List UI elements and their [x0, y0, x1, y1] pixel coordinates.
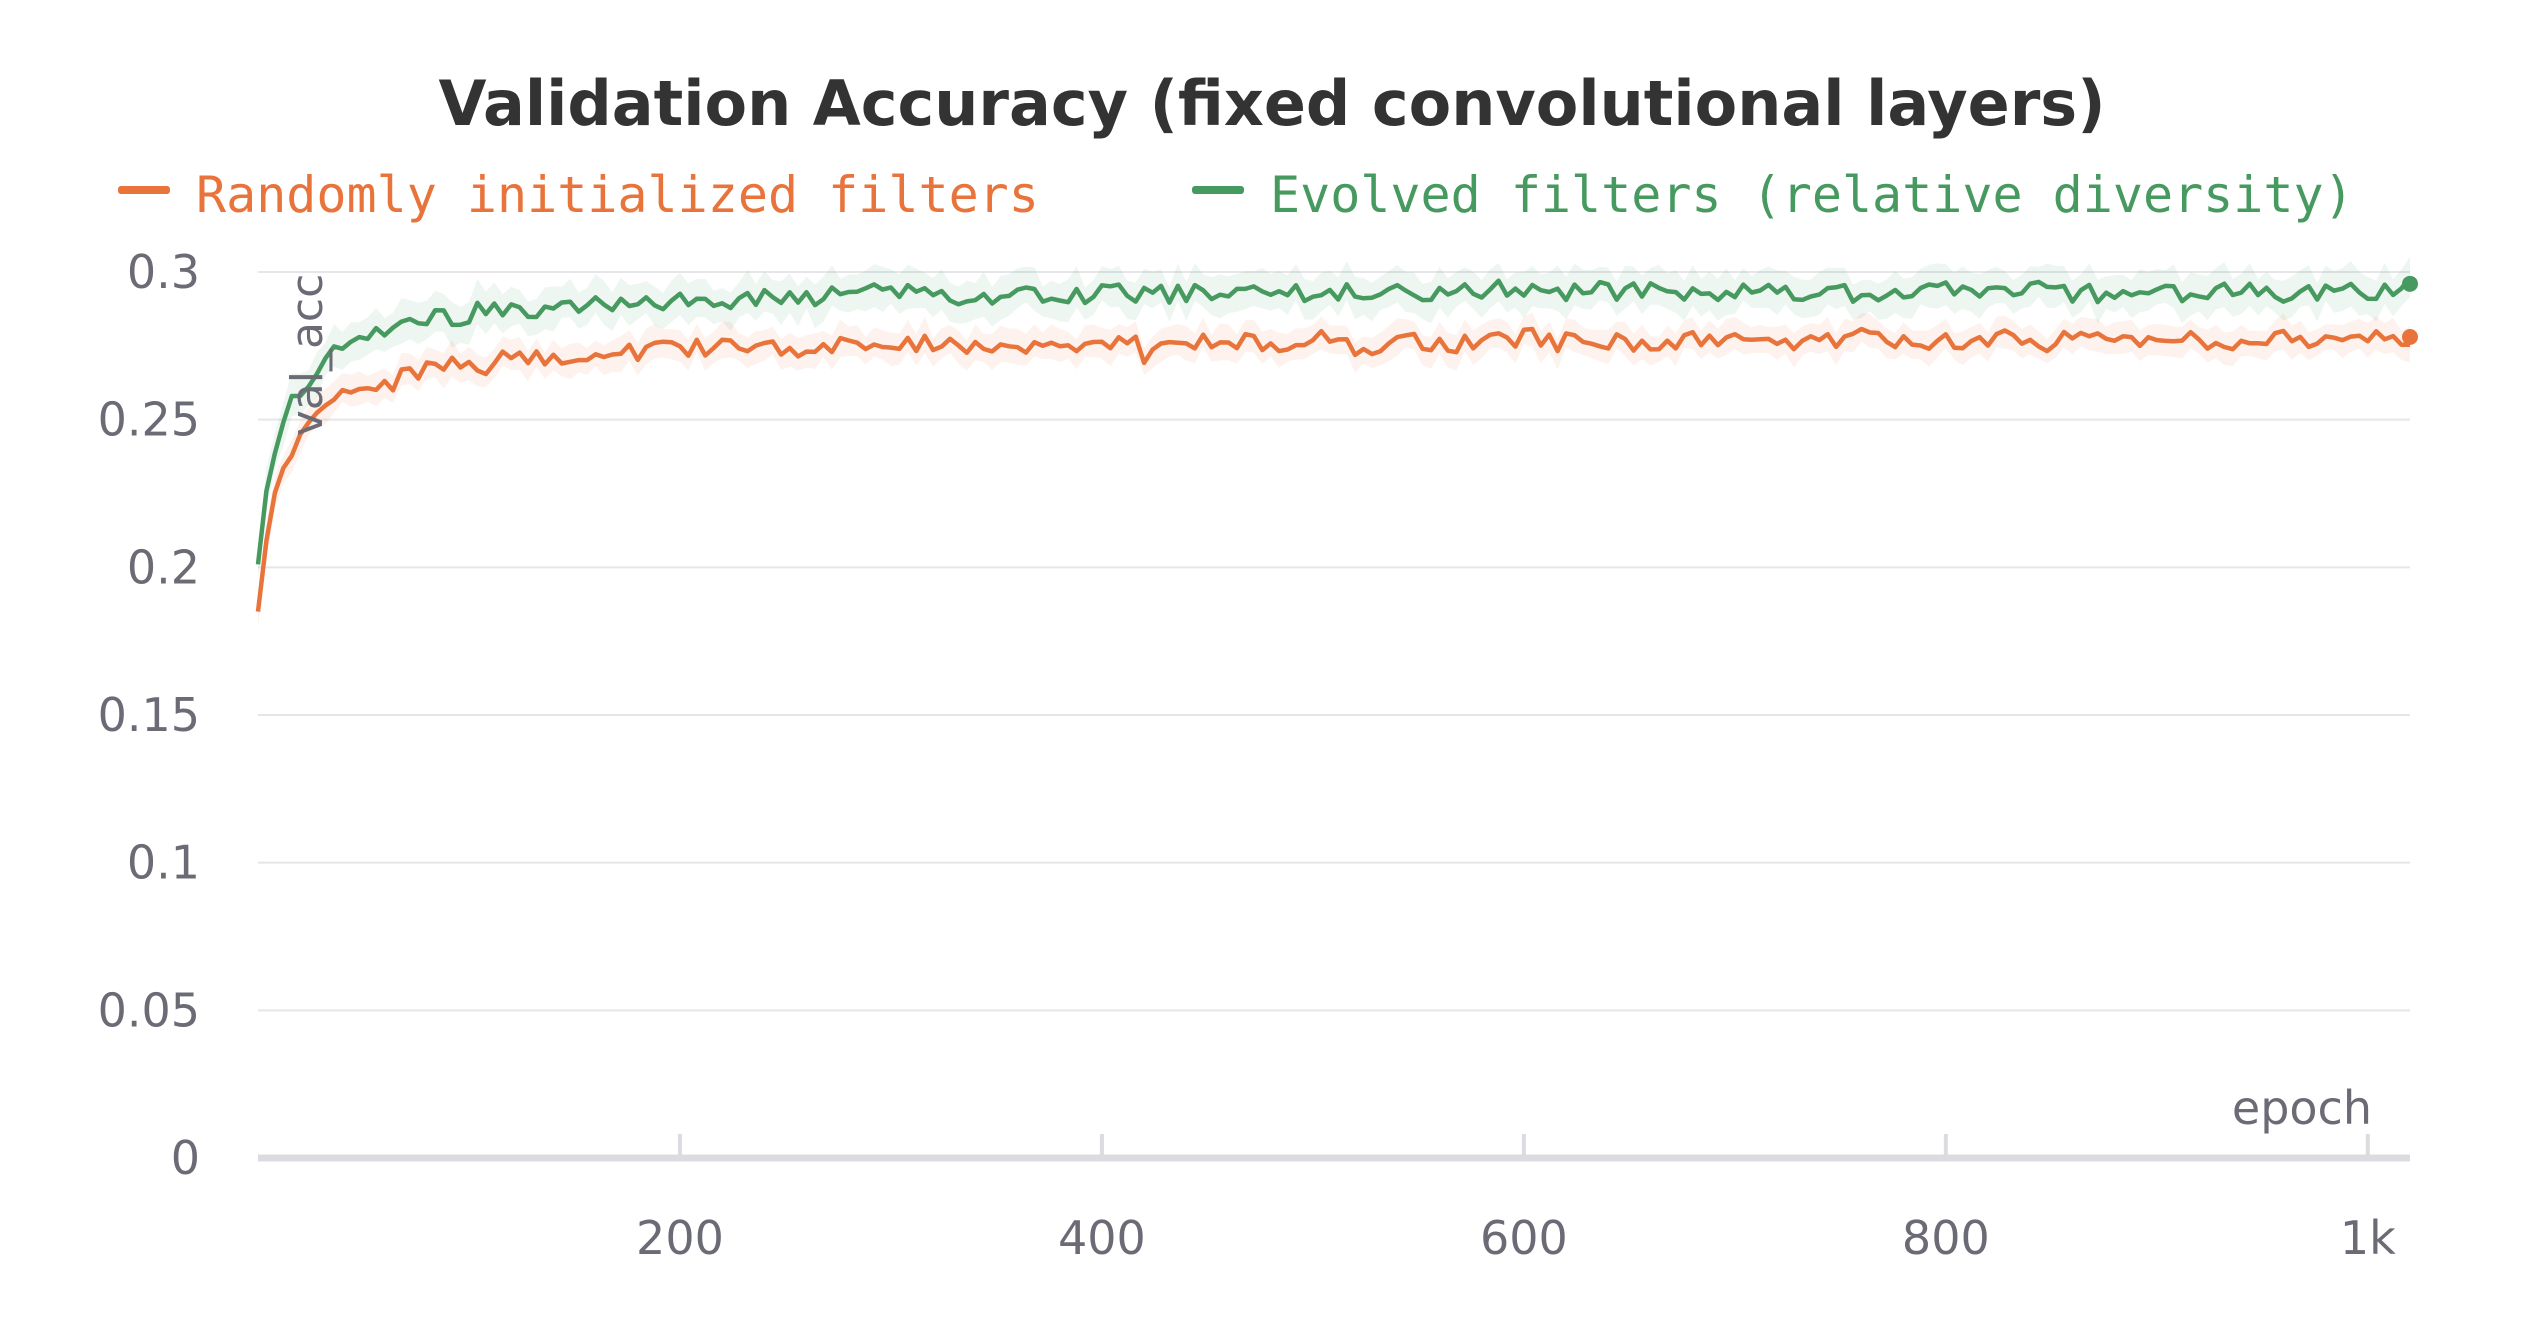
- legend-label: Randomly initialized filters: [196, 166, 1039, 224]
- y-tick-label: 0.3: [127, 245, 200, 299]
- y-tick-label: 0.25: [98, 393, 200, 447]
- y-tick-label: 0: [171, 1131, 200, 1185]
- series-end-point-0: [2402, 328, 2418, 345]
- confidence-bands: [258, 256, 2410, 628]
- legend-swatch: [118, 186, 170, 194]
- legend-swatch: [1192, 186, 1244, 194]
- x-tick-label: 1k: [2340, 1211, 2396, 1265]
- x-tick-label: 400: [1058, 1211, 1146, 1265]
- series-line-1: [255, 276, 2412, 565]
- legend-label: Evolved filters (relative diversity): [1270, 166, 2354, 224]
- y-tick-label: 0.05: [98, 983, 200, 1037]
- x-axis: 200 400 600 800 1k: [258, 1134, 2410, 1265]
- y-tick-label: 0.15: [98, 688, 200, 742]
- series-end-point-1: [2402, 275, 2418, 292]
- series-band-0: [258, 312, 2410, 628]
- series-lines: [255, 275, 2418, 612]
- y-axis-label: val_acc: [282, 274, 333, 437]
- x-axis-label: epoch: [2232, 1081, 2372, 1135]
- gridlines: [258, 271, 2410, 1012]
- series-line-0: [255, 326, 2411, 612]
- series-band-1: [258, 256, 2410, 580]
- x-tick-label: 200: [636, 1211, 724, 1265]
- y-axis: 0 0.05 0.1 0.15 0.2 0.25 0.3: [98, 245, 200, 1185]
- x-tick-label: 800: [1902, 1211, 1990, 1265]
- legend: Randomly initialized filters Evolved filt…: [118, 166, 2354, 224]
- y-tick-label: 0.1: [127, 836, 200, 890]
- y-tick-label: 0.2: [127, 540, 200, 594]
- chart-title: Validation Accuracy (fixed convolutional…: [438, 67, 2105, 140]
- x-tick-label: 600: [1480, 1211, 1568, 1265]
